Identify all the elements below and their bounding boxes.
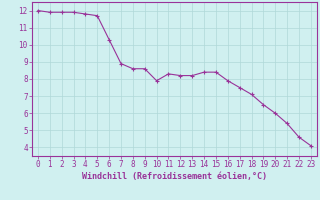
X-axis label: Windchill (Refroidissement éolien,°C): Windchill (Refroidissement éolien,°C) [82,172,267,181]
